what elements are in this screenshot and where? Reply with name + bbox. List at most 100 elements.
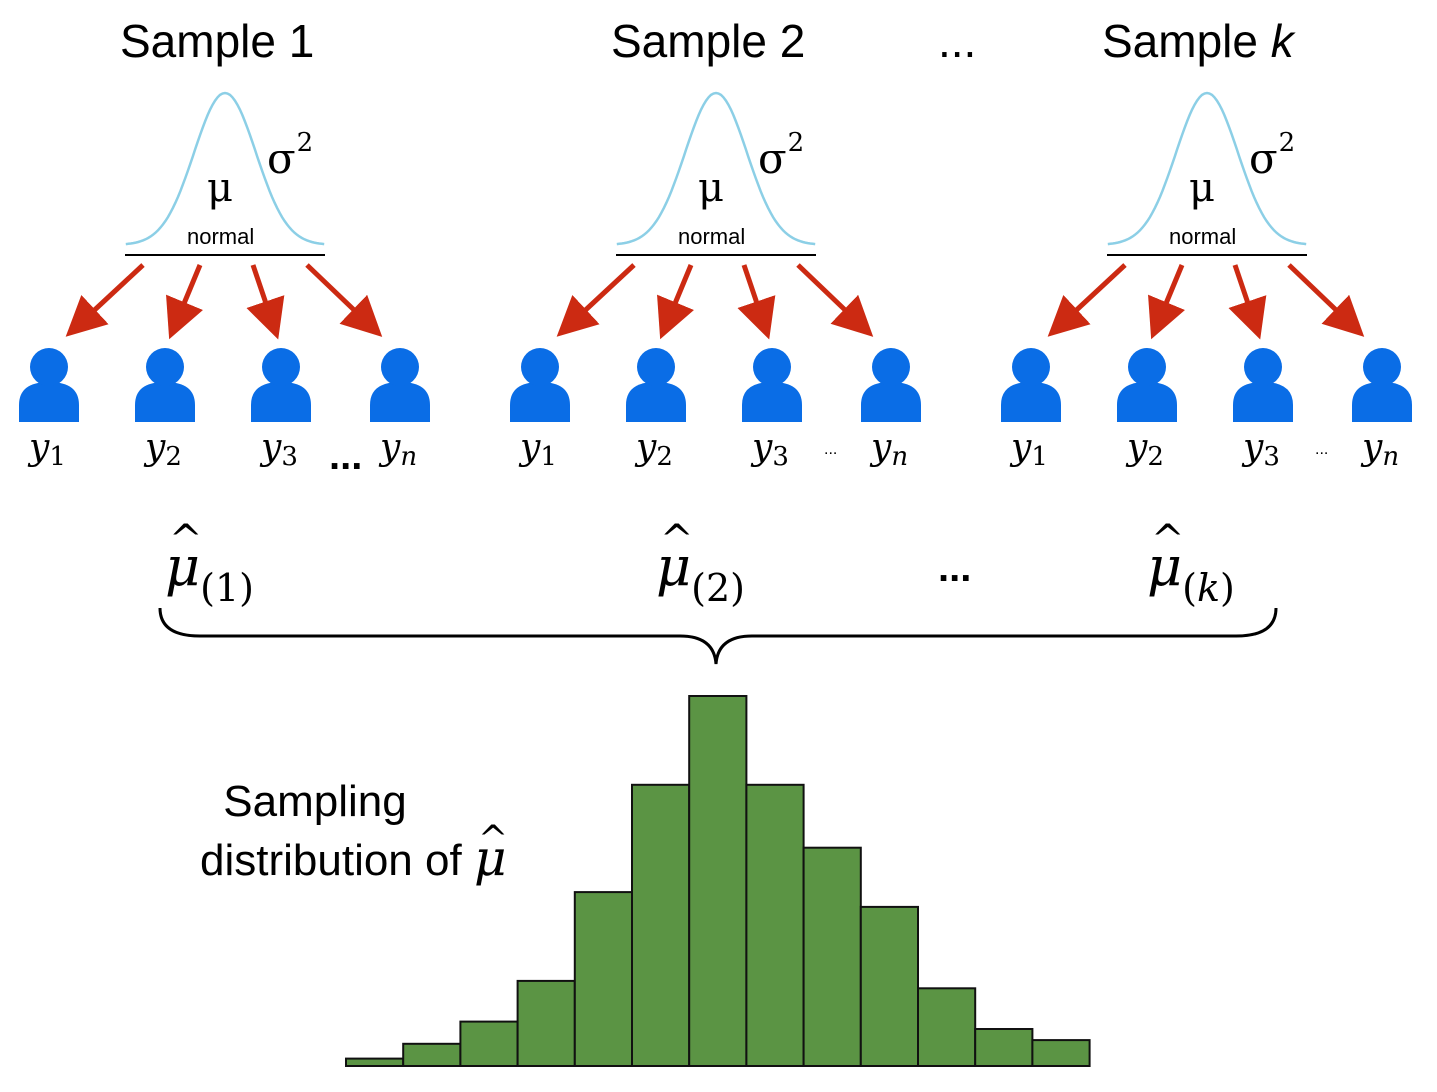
estimate-symbol: μ (1147, 535, 1183, 598)
observation-label: y2 (636, 427, 673, 472)
histogram-bar (859, 905, 919, 1068)
observation-label: y3 (752, 427, 789, 472)
sampling-arrow (305, 263, 383, 337)
distribution-label: normal (187, 224, 255, 249)
mean-parameter: μ (698, 165, 724, 211)
estimate-index: 2 (705, 566, 731, 610)
observation-ellipsis: ... (1315, 441, 1329, 458)
observation-sub: n (1382, 442, 1400, 472)
estimate-symbol: μ (165, 535, 201, 598)
caption-muhat: ^ μ (474, 819, 508, 886)
curly-brace (158, 607, 1278, 665)
sampling-arrow (166, 264, 203, 340)
sampling-arrow (1228, 264, 1267, 340)
person-icon (1233, 348, 1293, 422)
observation-sub: 1 (540, 442, 557, 472)
normal-curve (125, 91, 325, 246)
observation-var: y (871, 427, 892, 468)
histogram-bar (345, 1057, 405, 1067)
sample-title-index: k (1270, 15, 1294, 67)
samples-ellipsis: ... (938, 15, 977, 67)
estimate-hat: ^ (1151, 517, 1185, 563)
observation-label: y1 (29, 427, 66, 471)
mean-parameter: μ (207, 165, 233, 211)
caption-line-1: Sampling (223, 777, 407, 826)
observation-sub: 2 (1147, 442, 1164, 472)
histogram-bar (688, 695, 748, 1067)
estimate-hat: ^ (169, 517, 203, 563)
observation-sub: n (400, 442, 418, 472)
sample-title-prefix: Sample (611, 15, 780, 67)
sampling-arrow (246, 264, 285, 340)
observation-sub: 3 (772, 442, 789, 472)
sigma-exponent: 2 (787, 128, 805, 158)
observation-sub: 3 (1263, 442, 1280, 472)
sample-title-index: 2 (779, 15, 806, 67)
person-icon (135, 348, 195, 422)
sigma-symbol: σ (267, 134, 296, 183)
histogram-bar (1031, 1039, 1091, 1067)
sample-estimate: ^ μ(1) (165, 520, 254, 610)
distribution-label: normal (678, 224, 746, 249)
person-icon (742, 348, 802, 422)
observation-label: y2 (145, 427, 182, 472)
sampling-arrow (1047, 263, 1127, 337)
histogram-bar (802, 846, 862, 1068)
estimate-subscript: (2) (691, 566, 745, 610)
caption-line-2-text: distribution of (200, 836, 474, 885)
person-icon (251, 348, 311, 422)
sampling-arrow (1287, 263, 1365, 337)
observation-var: y (636, 427, 657, 468)
observation-var: y (1011, 427, 1032, 468)
variance-parameter: σ2 (1249, 130, 1295, 180)
sampling-distribution-caption: Sampling distribution of ^ μ (160, 774, 508, 889)
distribution-label: normal (1169, 224, 1237, 249)
person-icon (1001, 348, 1061, 422)
histogram-bar (974, 1028, 1034, 1067)
observation-var: y (1127, 427, 1148, 468)
sampling-arrow (737, 264, 776, 340)
mean-parameter: μ (1189, 165, 1215, 211)
variance-parameter: σ2 (267, 130, 313, 180)
observation-sub: 1 (1031, 442, 1048, 472)
sample-title: Sample k (1102, 18, 1294, 64)
observation-var: y (1362, 427, 1383, 468)
sampling-arrow (657, 264, 694, 340)
observation-sub: 2 (656, 442, 673, 472)
sampling-arrow (65, 263, 145, 337)
histogram-bar (917, 987, 977, 1067)
observation-sub: 3 (281, 442, 298, 472)
person-icon (1352, 348, 1412, 422)
observation-var: y (520, 427, 541, 468)
variance-parameter: σ2 (758, 130, 804, 180)
estimate-hat: ^ (660, 517, 694, 563)
person-icon (1117, 348, 1177, 422)
observation-ellipsis: ... (329, 434, 363, 478)
histogram-bar (402, 1042, 462, 1068)
observation-var: y (752, 427, 773, 468)
observation-label: yn (380, 427, 418, 472)
caption-line-2: distribution of ^ μ (200, 819, 508, 889)
sample-title-prefix: Sample (1102, 15, 1271, 67)
histogram-bar (573, 891, 633, 1067)
normal-curve (616, 91, 816, 246)
observation-label: y1 (520, 427, 557, 472)
estimate-subscript: (1) (200, 566, 254, 610)
histogram-bar (631, 783, 691, 1067)
sigma-symbol: σ (758, 134, 787, 183)
observation-label: yn (871, 427, 908, 471)
observation-var: y (29, 427, 50, 468)
observation-label: y1 (1011, 427, 1048, 472)
sample-title: Sample 2 (611, 18, 805, 64)
observation-sub: 2 (165, 442, 182, 472)
sample-title: Sample 1 (120, 18, 314, 64)
sample-title-prefix: Sample (120, 15, 289, 67)
observation-var: y (380, 427, 401, 468)
person-icon (19, 348, 79, 422)
sample-estimate: ^ μ(k) (1147, 520, 1235, 607)
sampling-arrow (556, 263, 636, 337)
sample-estimate: ^ μ(2) (656, 520, 745, 610)
observation-var: y (145, 427, 166, 468)
observation-var: y (261, 427, 282, 468)
